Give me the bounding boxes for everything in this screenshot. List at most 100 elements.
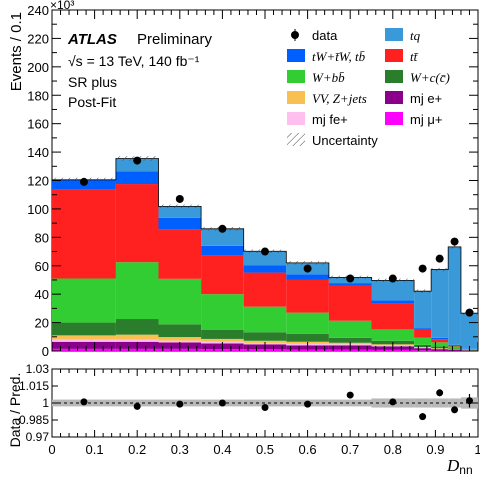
ratio-band-bin-9: [431, 398, 449, 408]
main-ytick-label-120: 120: [27, 174, 49, 189]
bar-8-bin-4: [243, 251, 287, 266]
ratio-ytick-label-4: 1.03: [26, 362, 50, 376]
bar-0-bin-8: [414, 350, 432, 351]
bar-5-bin-10: [448, 346, 461, 349]
ratio-point-1: [133, 402, 141, 410]
x-axis-label-sub: nn: [459, 463, 472, 477]
bar-5-bin-0: [52, 278, 116, 323]
main-ytick-label-20: 20: [35, 316, 49, 331]
legend-entry-1-0-swatch: [287, 49, 305, 62]
bar-3-bin-0: [52, 335, 116, 340]
bar-7-bin-4: [243, 265, 287, 273]
bar-1-bin-0: [52, 341, 116, 349]
main-ytick-label-240: 240: [27, 3, 49, 18]
bar-8-bin-1: [115, 158, 159, 172]
legend-entry-1-0-label: tW+t̄W, tb̄: [312, 49, 366, 64]
bar-3-bin-2: [158, 337, 202, 341]
bar-7-bin-10: [448, 344, 461, 346]
ratio-band-bin-6: [328, 399, 372, 407]
bar-2-bin-1: [115, 339, 159, 342]
x-axis-label-main: D: [446, 456, 460, 475]
ratio-y-axis-label: Data / Pred.: [7, 373, 23, 448]
legend-entry-2-1-swatch: [385, 70, 403, 83]
bar-8-bin-7: [371, 280, 415, 301]
legend-entry-0-1-label: tq: [410, 28, 421, 43]
fit-label: Post-Fit: [68, 94, 116, 110]
bar-4-bin-5: [286, 333, 329, 342]
bar-5-bin-6: [328, 320, 372, 338]
bar-6-bin-5: [286, 279, 329, 313]
ratio-point-5: [304, 400, 312, 408]
bar-3-bin-3: [201, 338, 244, 342]
bar-7-bin-7: [371, 300, 415, 304]
bar-6-bin-1: [115, 184, 159, 263]
ratio-xtick-label-5: 0.5: [256, 442, 274, 457]
data-points-group: [79, 156, 474, 317]
region-label: SR plus: [68, 74, 117, 90]
axes-group: 0 20 40 60 80 100 120 140 160 180 200 220 240 0 0.1 0.2…: [19, 3, 480, 457]
legend-entry-4-1-swatch: [385, 112, 403, 125]
legend: data tq tW+t̄W, tb̄ tt̄ W+bb̄ W+c(c̄) VV, Z+je…: [287, 28, 450, 148]
ratio-point-7: [389, 398, 397, 406]
ratio-ytick-label-2: 1: [42, 396, 49, 410]
uncertainty-bin-5: [286, 261, 329, 265]
main-ytick-label-0: 0: [42, 344, 49, 359]
ratio-xtick-label-2: 0.2: [128, 442, 146, 457]
ratio-xtick-label-4: 0.4: [213, 442, 231, 457]
data-point-1: [133, 156, 142, 165]
bar-5-bin-9: [431, 342, 449, 347]
bar-6-bin-9: [431, 339, 449, 343]
data-point-10: [450, 237, 459, 246]
bar-1-bin-10: [448, 350, 461, 351]
bar-7-bin-6: [328, 283, 372, 286]
ratio-xtick-label-1: 0.1: [86, 442, 104, 457]
legend-entry-5-0-label: Uncertainty: [312, 133, 378, 148]
bar-8-bin-10: [448, 246, 461, 345]
ratio-point-10: [451, 406, 459, 414]
bar-4-bin-3: [201, 329, 244, 339]
legend-entry-2-0-label: W+bb̄: [312, 70, 345, 85]
ratio-xtick-label-9: 0.9: [426, 442, 444, 457]
legend-entry-4-0-label: mj fe+: [312, 112, 348, 127]
ratio-point-9: [436, 389, 444, 397]
uncertainty-bin-10: [448, 245, 461, 249]
ratio-group: [52, 389, 478, 421]
data-point-6: [346, 274, 355, 283]
bar-7-bin-2: [158, 217, 202, 230]
data-point-0: [79, 177, 88, 186]
bar-5-bin-5: [286, 312, 329, 334]
data-point-3: [218, 224, 227, 233]
bar-6-bin-2: [158, 229, 202, 279]
data-point-11: [465, 308, 474, 317]
main-ytick-label-80: 80: [35, 230, 49, 245]
main-ytick-label-60: 60: [35, 259, 49, 274]
bar-8-bin-9: [431, 269, 449, 338]
data-point-2: [175, 194, 184, 203]
bar-6-bin-6: [328, 285, 372, 321]
main-ytick-label-200: 200: [27, 60, 49, 75]
bar-4-bin-1: [115, 319, 159, 335]
bar-8-bin-8: [414, 291, 432, 329]
bar-5-bin-3: [201, 294, 244, 330]
legend-entry-4-1-label: mj μ+: [410, 112, 442, 127]
ratio-point-8: [419, 413, 427, 421]
bar-1-bin-8: [414, 348, 432, 351]
bar-4-bin-0: [52, 322, 116, 336]
ratio-band-bin-8: [414, 398, 432, 408]
ratio-point-11: [465, 397, 473, 405]
ratio-xtick-label-8: 0.8: [384, 442, 402, 457]
main-y-axis-label: Events / 0.1: [8, 12, 25, 91]
uncertainty-bin-8: [414, 289, 432, 293]
bar-3-bin-8: [414, 347, 432, 348]
bar-7-bin-5: [286, 274, 329, 280]
legend-entry-4-0-swatch: [287, 112, 305, 125]
ratio-ytick-label-1: 0.985: [19, 413, 49, 427]
legend-entry-3-1-swatch: [385, 91, 403, 104]
bar-6-bin-7: [371, 303, 415, 330]
bar-6-bin-8: [414, 329, 432, 338]
bar-5-bin-2: [158, 278, 202, 325]
legend-entry-3-0-swatch: [287, 91, 305, 104]
stack-outline: [52, 158, 478, 314]
uncertainty-bin-9: [431, 267, 449, 272]
legend-entry-5-0-swatch: [287, 133, 305, 146]
